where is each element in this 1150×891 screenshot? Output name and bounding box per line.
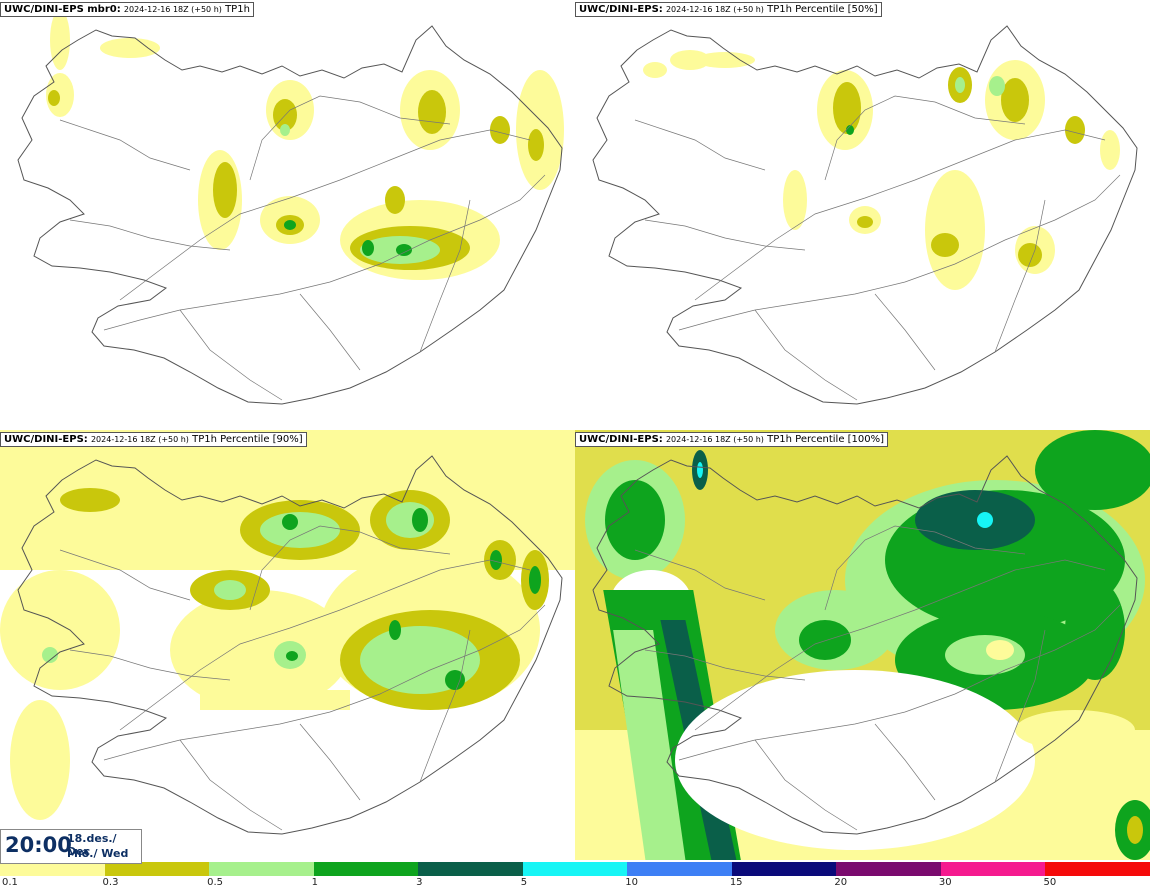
map-panel-p50: UWC/DINI-EPS: 2024-12-16 18Z (+50 h) TP1… <box>575 0 1150 430</box>
valid-date: 18.des./ Dec <box>67 832 117 858</box>
precipitation-map <box>575 430 1150 860</box>
colorbar-swatch <box>940 862 1047 876</box>
colorbar-swatch <box>836 862 942 876</box>
colorbar-label: 15 <box>729 877 743 888</box>
colorbar-label: 10 <box>625 877 638 888</box>
colorbar-swatch <box>627 862 733 876</box>
colorbar-label: 50 <box>1043 877 1057 888</box>
colorbar-label: 0.1 <box>2 877 18 888</box>
panel-title: UWC/DINI-EPS: 2024-12-16 18Z (+50 h) TP1… <box>575 432 889 447</box>
colorbar-label: 0.5 <box>207 877 223 888</box>
colorbar-swatch <box>522 862 629 876</box>
panel-title: UWC/DINI-EPS mbr0: 2024-12-16 18Z (+50 h… <box>0 2 254 17</box>
colorbar-label: 5 <box>520 877 528 888</box>
precip-field <box>0 430 575 820</box>
colorbar-label: 0.3 <box>102 877 119 888</box>
colorbar-swatch <box>0 862 106 876</box>
colorbar-swatch <box>731 862 838 876</box>
colorbar-swatch <box>104 862 211 876</box>
valid-time-box: 20:00 18.des./ Dec Mið./ Wed <box>0 829 142 864</box>
colorbar-swatch <box>313 862 420 876</box>
panel-title: UWC/DINI-EPS: 2024-12-16 18Z (+50 h) TP1… <box>575 2 882 17</box>
map-panel-member0: UWC/DINI-EPS mbr0: 2024-12-16 18Z (+50 h… <box>0 0 575 430</box>
precipitation-map <box>592 25 1138 405</box>
colorbar-label: 1 <box>311 877 318 888</box>
precipitation-colorbar: 0.1 0.3 0.5 1 3 5 10 15 20 30 50 <box>0 862 1150 891</box>
colorbar-swatch <box>418 862 524 876</box>
colorbar-label: 20 <box>834 877 848 888</box>
panel-title: UWC/DINI-EPS: 2024-12-16 18Z (+50 h) TP1… <box>0 432 307 447</box>
colorbar-label: 30 <box>938 877 952 888</box>
map-panel-p90: UWC/DINI-EPS: 2024-12-16 18Z (+50 h) TP1… <box>0 430 575 860</box>
precip-field <box>575 430 1150 860</box>
precip-field <box>643 50 1120 290</box>
valid-weekday: Mið./ Wed <box>67 847 129 860</box>
colorbar-label: 3 <box>416 877 423 888</box>
colorbar-swatch <box>209 862 315 876</box>
valid-time: 20:00 <box>5 833 72 857</box>
map-panel-p100: UWC/DINI-EPS: 2024-12-16 18Z (+50 h) TP1… <box>575 430 1150 860</box>
precip-field <box>46 10 564 280</box>
precipitation-map <box>17 10 564 405</box>
precipitation-map <box>0 430 575 835</box>
colorbar-swatch <box>1045 862 1150 876</box>
